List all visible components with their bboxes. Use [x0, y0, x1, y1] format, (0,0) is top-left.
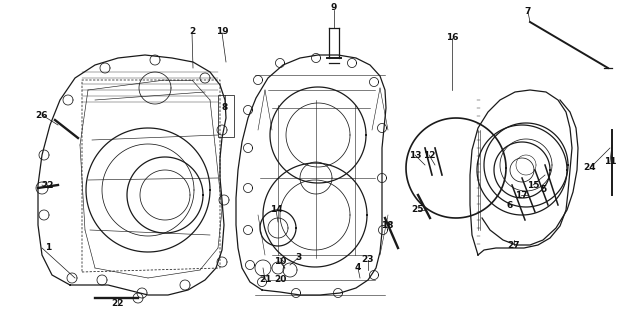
Text: 2: 2: [189, 28, 195, 36]
Text: 21: 21: [259, 276, 271, 284]
Text: 3: 3: [295, 253, 301, 262]
Text: 14: 14: [270, 205, 282, 214]
Text: 4: 4: [355, 263, 361, 273]
Text: 27: 27: [508, 241, 520, 250]
Text: 11: 11: [604, 157, 616, 166]
Text: 10: 10: [274, 258, 286, 267]
Text: 22: 22: [112, 299, 124, 308]
Text: 16: 16: [446, 34, 458, 43]
Text: 6: 6: [507, 201, 513, 210]
Text: 20: 20: [274, 276, 286, 284]
Text: 9: 9: [331, 4, 337, 12]
Text: 25: 25: [412, 205, 424, 214]
Text: 7: 7: [525, 7, 531, 17]
Text: 24: 24: [584, 164, 596, 172]
Text: 8: 8: [222, 103, 228, 113]
Text: 19: 19: [216, 28, 228, 36]
Text: 1: 1: [45, 244, 51, 252]
Text: 23: 23: [362, 255, 374, 265]
Text: 26: 26: [36, 110, 48, 119]
Text: 18: 18: [381, 220, 393, 229]
Bar: [218, 95, 234, 137]
Text: 5: 5: [540, 186, 546, 195]
Text: 22: 22: [42, 180, 55, 189]
Text: 13: 13: [409, 150, 421, 159]
Text: 12: 12: [423, 150, 435, 159]
Text: 17: 17: [515, 190, 527, 199]
Text: 15: 15: [527, 180, 539, 189]
